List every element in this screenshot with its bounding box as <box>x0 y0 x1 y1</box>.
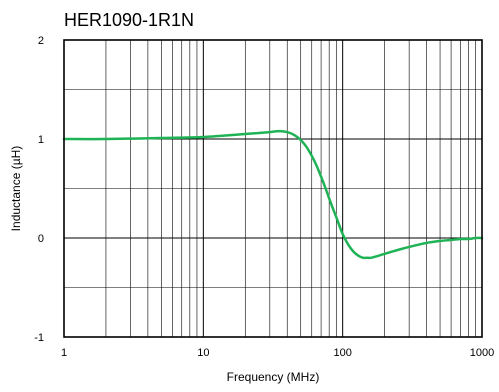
y-tick-label: -1 <box>34 332 44 344</box>
y-axis-label: Inductance (µH) <box>9 146 23 232</box>
x-tick-label: 1000 <box>470 347 494 359</box>
x-axis-label: Frequency (MHz) <box>227 370 320 384</box>
y-tick-label: 1 <box>38 134 44 146</box>
y-tick-label: 2 <box>38 35 44 47</box>
plot-frame <box>63 39 483 338</box>
x-tick-label: 10 <box>197 347 209 359</box>
x-tick-label: 1 <box>61 347 67 359</box>
series-line <box>62 129 484 260</box>
x-tick-label: 100 <box>333 347 351 359</box>
chart-title: HER1090-1R1N <box>64 10 194 30</box>
y-tick-label: 0 <box>38 233 44 245</box>
grid <box>63 39 483 338</box>
